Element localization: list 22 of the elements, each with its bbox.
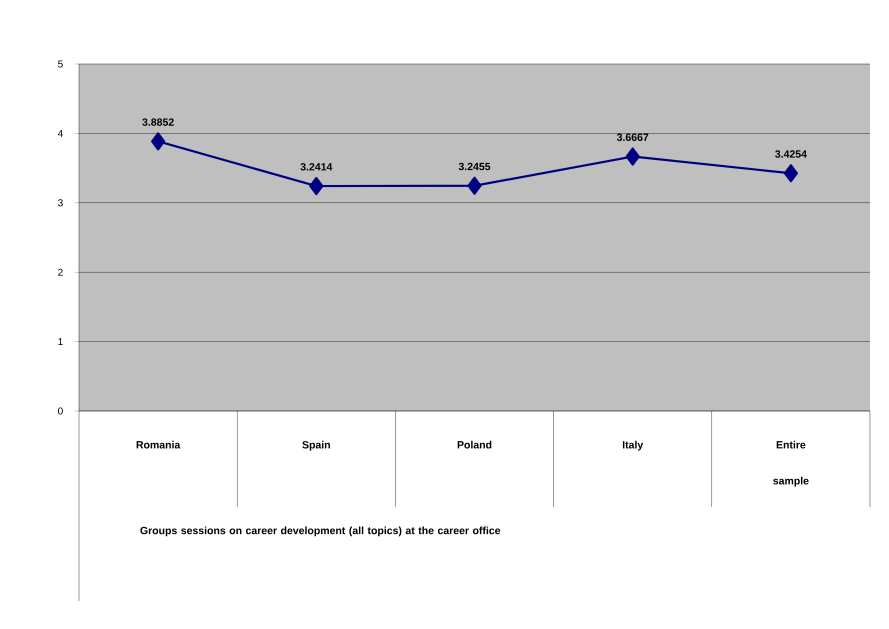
point <box>784 164 798 182</box>
data-label: 3.8852 <box>142 118 174 126</box>
x-tick-label: Spain <box>302 440 330 451</box>
x-tick-label: Poland <box>458 440 492 449</box>
y-tick-label: 1 <box>58 338 63 346</box>
data-label: 3.6667 <box>616 134 648 142</box>
y-tick-label: 0 <box>58 407 63 415</box>
point <box>309 176 324 196</box>
point <box>467 176 482 195</box>
y-tick-label: 3 <box>58 199 63 206</box>
text: Groups sessions on career development (all topics) at the career office <box>140 526 500 536</box>
y-tick-label: 4 <box>58 130 63 137</box>
x-tick-label: Romania <box>136 440 180 449</box>
category-label: Entire sample <box>773 440 809 487</box>
data-label: 3.2414 <box>300 163 332 171</box>
y-tick-label: 5 <box>58 60 63 68</box>
data-label: 3.4254 <box>775 150 807 158</box>
point <box>151 132 166 150</box>
x-tick-label: Italy <box>622 440 644 451</box>
point <box>626 147 640 166</box>
data-label: 3.2455 <box>458 162 490 170</box>
y-tick-label: 2 <box>58 268 63 276</box>
